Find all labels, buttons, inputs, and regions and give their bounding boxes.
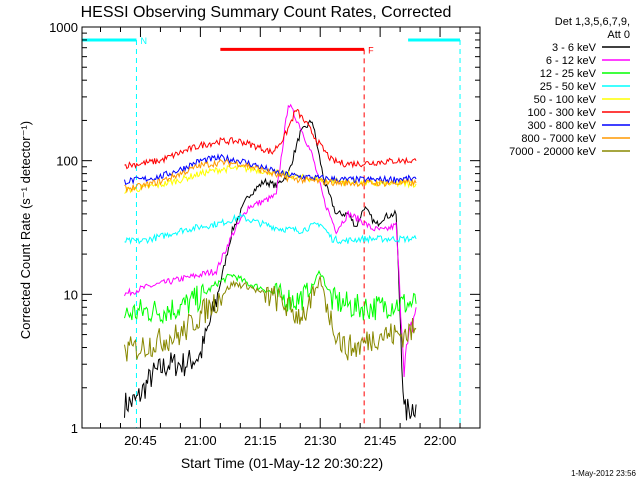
series-line-0 (124, 119, 417, 421)
legend-label-7: 800 - 7000 keV (521, 133, 596, 145)
legend-header-1: Det 1,3,5,6,7,9, (555, 16, 630, 28)
chart-title: HESSI Observing Summary Count Rates, Cor… (81, 4, 452, 21)
legend-label-4: 50 - 100 keV (534, 94, 597, 106)
legend-label-8: 7000 - 20000 keV (509, 146, 597, 158)
plot-frame (81, 26, 481, 429)
legend-label-0: 3 - 6 keV (552, 42, 597, 54)
x-tick-label-1: 21:00 (184, 433, 217, 448)
series-line-2 (124, 269, 417, 325)
series-line-3 (124, 212, 417, 245)
legend-label-3: 25 - 50 keV (540, 81, 597, 93)
x-tick-label-5: 22:00 (424, 433, 457, 448)
y-tick-label-0: 1 (71, 421, 78, 436)
series-line-1 (124, 103, 417, 378)
legend-header-2: Att 0 (607, 29, 630, 41)
legend-label-2: 12 - 25 keV (540, 68, 597, 80)
legend-label-1: 6 - 12 keV (546, 55, 597, 67)
annotation-label-0: N (140, 36, 147, 46)
series-line-5 (124, 108, 417, 170)
x-tick-label-0: 20:45 (124, 433, 157, 448)
y-tick-label-2: 100 (56, 154, 78, 169)
legend-label-6: 300 - 800 keV (528, 120, 597, 132)
annotation-label-2: F (368, 45, 374, 55)
timestamp: 1-May-2012 23:56 (571, 469, 636, 478)
x-tick-label-4: 21:45 (364, 433, 397, 448)
y-axis-label: Corrected Count Rate (s⁻¹ detector⁻¹) (18, 121, 33, 339)
y-tick-label-1: 10 (64, 287, 78, 302)
x-tick-label-2: 21:15 (244, 433, 277, 448)
series-line-7 (124, 158, 417, 194)
y-tick-label-3: 1000 (49, 20, 78, 35)
x-axis-label: Start Time (01-May-12 20:30:22) (181, 455, 383, 471)
axes-layer: 1 10 100 1000 20:45 21:00 21:15 21:30 21:45 22:00 (49, 20, 481, 448)
legend-label-5: 100 - 300 keV (528, 107, 597, 119)
series-layer (124, 103, 417, 421)
x-tick-label-3: 21:30 (304, 433, 337, 448)
series-line-6 (124, 153, 417, 186)
series-line-8 (124, 276, 417, 362)
annotation-layer: NF (82, 36, 461, 428)
